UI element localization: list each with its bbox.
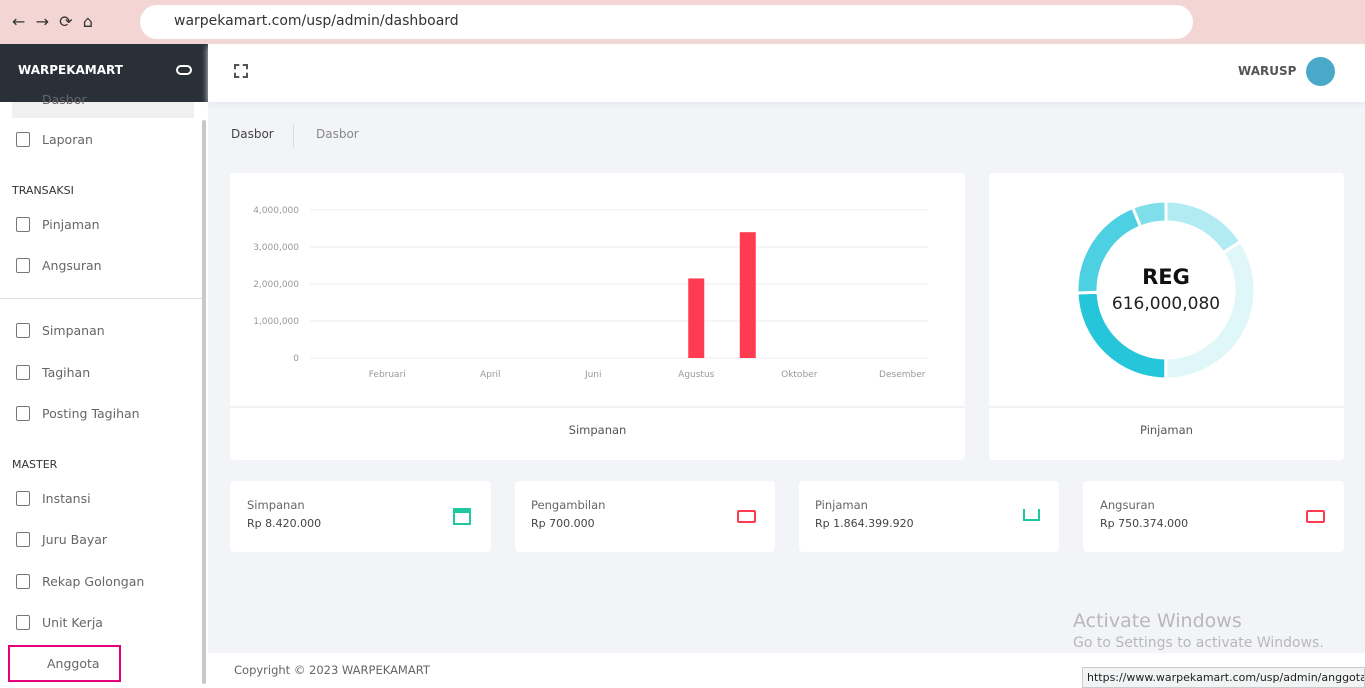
user-name[interactable]: WARUSP [1238,64,1297,78]
icon [16,615,30,630]
watermark-subtitle: Go to Settings to activate Windows. [1073,635,1324,651]
scrollbar [202,120,206,684]
section-heading: MASTER [12,458,58,471]
divider [293,124,294,148]
icon [16,217,30,232]
y-tick-label: 3,000,000 [253,243,299,253]
fullscreen-icon[interactable] [234,64,248,78]
watermark-title: Activate Windows [1073,610,1242,632]
menu-item[interactable]: Juru Bayar [42,532,108,547]
money-icon [1306,510,1325,523]
center-label: REG [1142,265,1190,289]
toggle[interactable] [176,65,192,75]
icon [16,532,30,547]
stat-card: Pinjaman Rp 1.864.399.920 [799,481,1059,552]
url: warpekamart.com/usp/admin/dashboard [174,13,459,29]
stat-label: Simpanan [247,498,305,512]
menu-item[interactable]: Anggota [47,656,100,671]
avatar[interactable] [1306,57,1335,86]
x-tick-label: Juni [584,370,602,380]
x-tick-label: Agustus [678,370,714,380]
copyright: Copyright © 2023 WARPEKAMART [234,663,430,677]
money-icon [737,510,756,523]
icon [16,491,30,506]
status-bar: https://www.warpekamart.com/usp/admin/an… [1082,667,1365,688]
divider [0,298,204,299]
menu-item[interactable]: Laporan [42,132,93,147]
icon [16,406,30,421]
chart-title: Pinjaman [1140,423,1193,437]
bar [739,232,756,358]
browser-bar: ← → ⟳ ⌂ warpekamart.com/usp/admin/dashbo… [0,0,1365,44]
icon [16,323,30,338]
menu-item[interactable]: Simpanan [42,323,105,338]
menu-item[interactable]: Angsuran [42,258,102,273]
donut-segment [1130,199,1168,229]
icon [16,258,30,273]
bar [688,278,705,358]
breadcrumb: Dasbor [316,127,359,141]
breadcrumb: Dasbor [231,127,274,141]
menu-item[interactable]: Dasbor [42,92,87,107]
stat-value: Rp 8.420.000 [247,517,322,530]
stat-label: Angsuran [1100,498,1155,512]
x-tick-label: Februari [369,370,406,380]
stat-label: Pinjaman [815,498,868,512]
menu-item[interactable]: Posting Tagihan [42,406,140,421]
stat-value: Rp 700.000 [531,517,595,530]
menu-item[interactable]: Unit Kerja [42,615,103,630]
active-item[interactable] [12,102,194,118]
x-tick-label: Oktober [781,370,818,380]
icon [16,365,30,380]
bar-chart: 0 1,000,000 2,000,000 3,000,000 4,000,000 Feb… [230,173,965,460]
y-tick-label: 0 [293,354,299,364]
center-value: 616,000,080 [1112,294,1220,314]
menu-item[interactable]: Tagihan [42,365,91,380]
nav-buttons[interactable]: ← → ⟳ ⌂ [12,12,93,31]
highlight-box [8,645,121,682]
y-tick-label: 2,000,000 [253,280,299,290]
cart-icon [1023,509,1040,521]
section-heading: TRANSAKSI [12,184,74,197]
stat-card: Angsuran Rp 750.374.000 [1083,481,1344,552]
menu-item[interactable]: Rekap Golongan [42,574,145,589]
stat-label: Pengambilan [531,498,606,512]
y-tick-label: 4,000,000 [253,206,299,216]
chart-title: Simpanan [569,423,627,437]
stat-value: Rp 750.374.000 [1100,517,1189,530]
address-bar[interactable]: warpekamart.com/usp/admin/dashboard [140,5,1193,39]
donut-segment [1164,199,1243,255]
brand: WARPEKAMART [0,44,208,102]
top-nav: WARUSP [208,44,1365,102]
icon [16,574,30,589]
x-tick-label: April [480,370,501,380]
stat-card: Simpanan Rp 8.420.000 [230,481,491,552]
bank-icon [453,508,471,525]
menu-item[interactable]: Pinjaman [42,217,100,232]
y-tick-label: 1,000,000 [253,317,299,327]
stat-value: Rp 1.864.399.920 [815,517,914,530]
menu-item[interactable]: Instansi [42,491,91,506]
stat-card: Pengambilan Rp 700.000 [515,481,775,552]
brand-text: WARPEKAMART [18,63,123,77]
donut-chart: REG 616,000,080 Pinjaman [989,173,1344,460]
sidebar: WARPEKAMART Dasbor Laporan TRANSAKSI Pin… [0,44,208,688]
status-url: https://www.warpekamart.com/usp/admin/an… [1087,671,1365,684]
donut-segment [1075,205,1143,295]
icon [16,132,30,147]
x-tick-label: Desember [879,370,926,380]
